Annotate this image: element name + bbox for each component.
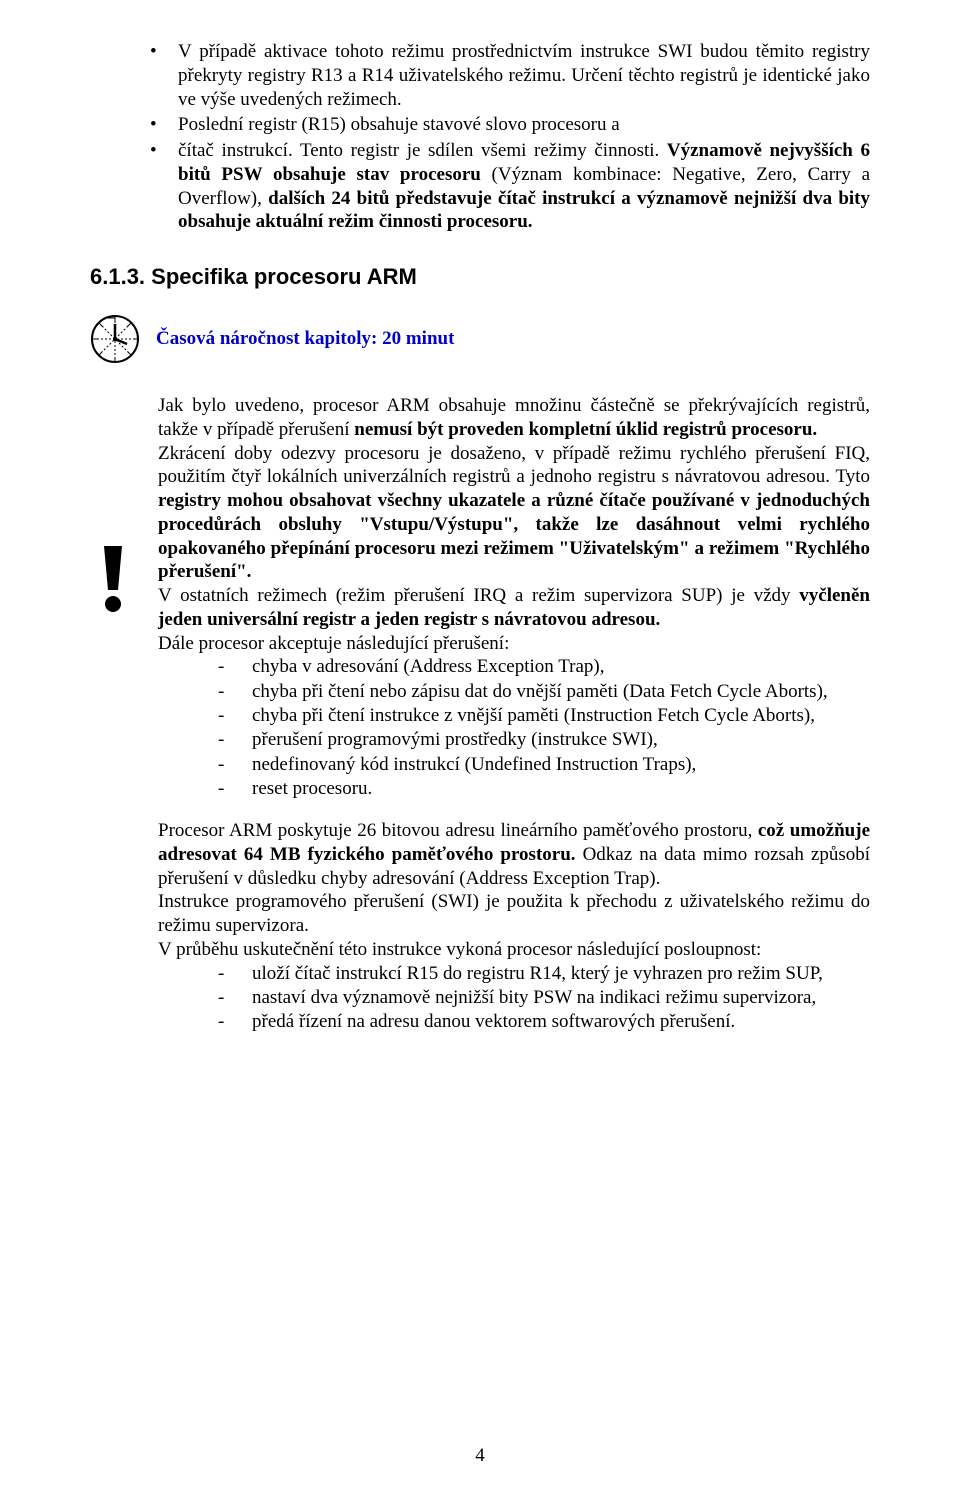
- paragraph: Zkrácení doby odezvy procesoru je dosaže…: [158, 442, 870, 585]
- bullet-item: Poslední registr (R15) obsahuje stavové …: [150, 113, 870, 137]
- list-item: předá řízení na adresu danou vektorem so…: [218, 1010, 870, 1034]
- list-item: přerušení programovými prostředky (instr…: [218, 728, 870, 752]
- bullet-item: V případě aktivace tohoto režimu prostře…: [150, 40, 870, 111]
- paragraph: V ostatních režimech (režim přerušení IR…: [158, 584, 870, 632]
- bullet-text: čítač instrukcí. Tento registr je sdílen…: [178, 140, 667, 161]
- bold-text: nemusí být proveden kompletní úklid regi…: [354, 419, 817, 440]
- body-text: Procesor ARM poskytuje 26 bitovou adresu…: [158, 820, 758, 841]
- list-item: nastaví dva významově nejnižší bity PSW …: [218, 986, 870, 1010]
- bold-text: registry mohou obsahovat všechny ukazate…: [158, 490, 870, 582]
- body-text: V ostatních režimech (režim přerušení IR…: [158, 585, 799, 606]
- list-item: chyba při čtení instrukce z vnější pamět…: [218, 704, 870, 728]
- list-item: chyba v adresování (Address Exception Tr…: [218, 655, 870, 679]
- bold-text: dalších 24 bitů představuje čítač instru…: [178, 188, 870, 233]
- exclamation-icon: [90, 544, 136, 619]
- time-row: Časová náročnost kapitoly: 20 minut: [90, 314, 870, 364]
- paragraph: Instrukce programového přerušení (SWI) j…: [158, 890, 870, 938]
- body-text: Zkrácení doby odezvy procesoru je dosaže…: [158, 443, 870, 488]
- paragraph: Dále procesor akceptuje následující přer…: [158, 632, 870, 656]
- time-label: Časová náročnost kapitoly: 20 minut: [156, 328, 454, 350]
- bullet-item: čítač instrukcí. Tento registr je sdílen…: [150, 139, 870, 234]
- dash-list: chyba v adresování (Address Exception Tr…: [218, 655, 870, 801]
- list-item: uloží čítač instrukcí R15 do registru R1…: [218, 962, 870, 986]
- list-item: reset procesoru.: [218, 777, 870, 801]
- paragraph: Procesor ARM poskytuje 26 bitovou adresu…: [158, 819, 870, 890]
- page-number: 4: [0, 1445, 960, 1467]
- section-heading: 6.1.3. Specifika procesoru ARM: [90, 264, 870, 290]
- body-block: Jak bylo uvedeno, procesor ARM obsahuje …: [158, 394, 870, 1035]
- document-page: V případě aktivace tohoto režimu prostře…: [0, 0, 960, 1487]
- clock-icon: [90, 314, 140, 364]
- paragraph: Jak bylo uvedeno, procesor ARM obsahuje …: [158, 394, 870, 442]
- spacer: [158, 801, 870, 819]
- body-row: Jak bylo uvedeno, procesor ARM obsahuje …: [90, 394, 870, 1035]
- list-item: nedefinovaný kód instrukcí (Undefined In…: [218, 753, 870, 777]
- top-bullet-list: V případě aktivace tohoto režimu prostře…: [150, 40, 870, 234]
- list-item: chyba při čtení nebo zápisu dat do vnějš…: [218, 680, 870, 704]
- dash-list: uloží čítač instrukcí R15 do registru R1…: [218, 962, 870, 1035]
- paragraph: V průběhu uskutečnění této instrukce vyk…: [158, 938, 870, 962]
